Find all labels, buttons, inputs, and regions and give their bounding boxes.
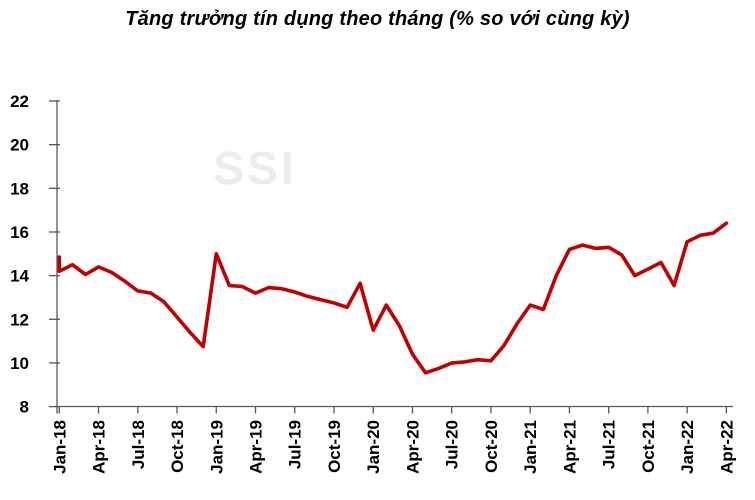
y-tick-label: 22	[10, 92, 29, 111]
x-tick-label: Jan-22	[678, 420, 697, 474]
y-tick-label: 8	[20, 398, 29, 417]
x-tick-label: Apr-19	[247, 420, 266, 474]
chart-title: Tăng trưởng tín dụng theo tháng (% so vớ…	[125, 8, 630, 30]
x-tick-label: Jul-18	[129, 420, 148, 469]
x-tick-label: Jul-21	[600, 420, 619, 469]
y-tick-label: 10	[10, 354, 29, 373]
y-tick-label: 16	[10, 223, 29, 242]
x-tick-label: Jan-21	[521, 420, 540, 474]
x-tick-label: Jan-20	[364, 420, 383, 474]
x-tick-label: Apr-21	[560, 420, 579, 474]
x-tick-label: Jul-19	[286, 420, 305, 469]
x-tick-label: Oct-21	[639, 420, 658, 473]
x-tick-label: Apr-20	[403, 420, 422, 474]
x-tick-label: Oct-19	[325, 420, 344, 473]
x-tick-label: Apr-22	[717, 420, 736, 474]
ssi-watermark: SSI	[213, 142, 296, 194]
x-tick-label: Jul-20	[443, 420, 462, 469]
x-tick-label: Jan-19	[207, 420, 226, 474]
x-tick-label: Apr-18	[90, 420, 109, 474]
x-tick-label: Jan-18	[50, 420, 69, 474]
x-tick-label: Oct-20	[482, 420, 501, 473]
y-tick-label: 20	[10, 136, 29, 155]
y-tick-label: 14	[10, 267, 29, 286]
y-tick-label: 12	[10, 310, 29, 329]
y-tick-label: 18	[10, 179, 29, 198]
x-tick-label: Oct-18	[168, 420, 187, 473]
credit-growth-series-line	[57, 221, 729, 375]
